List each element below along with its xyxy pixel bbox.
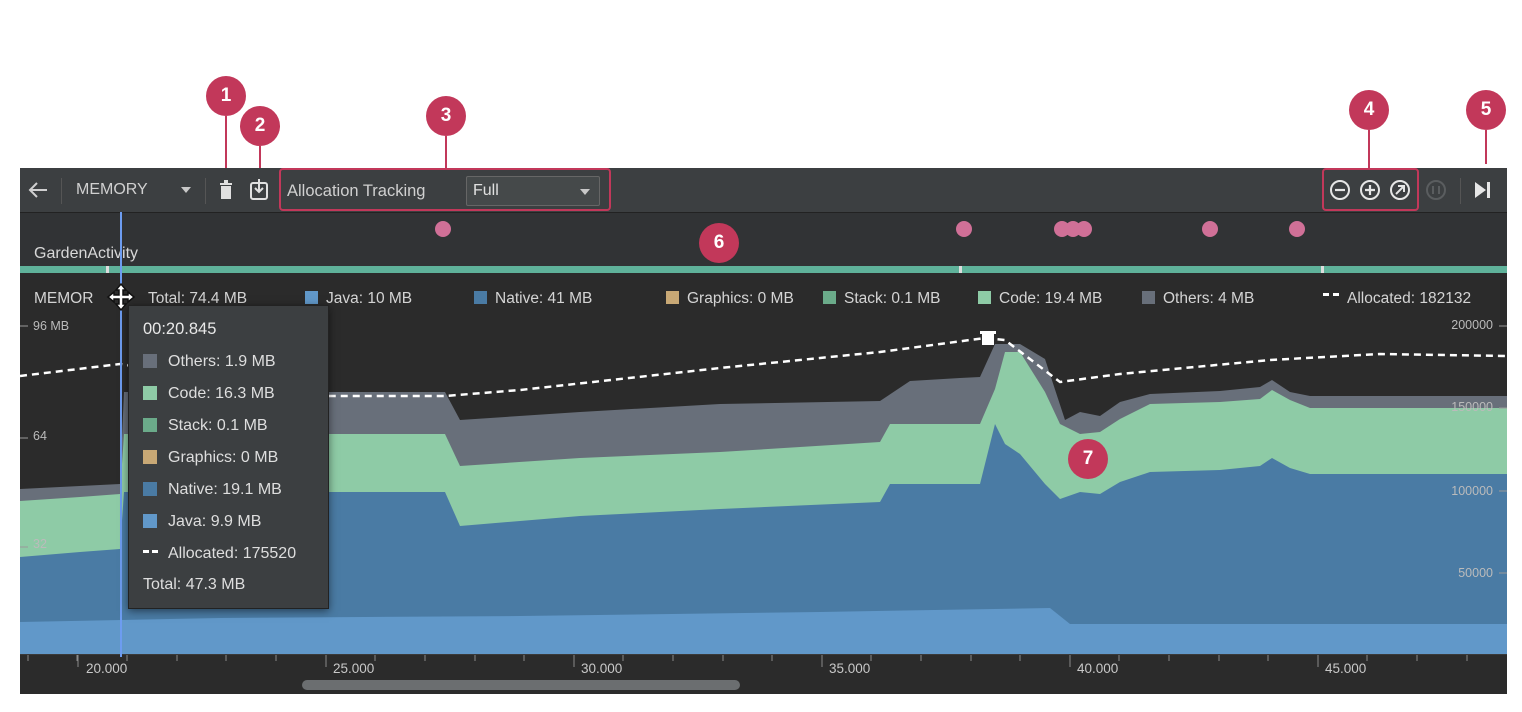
tooltip-java: Java: 9.9 MB bbox=[143, 513, 261, 531]
left-axis-label: 64 bbox=[33, 429, 47, 443]
toolbar-separator bbox=[1460, 178, 1461, 204]
time-tick-label: 35.000 bbox=[829, 661, 871, 676]
move-cursor-icon bbox=[106, 282, 136, 312]
event-dot[interactable] bbox=[956, 221, 972, 237]
legend-stack: Stack: 0.1 MB bbox=[823, 290, 940, 308]
lane-marker bbox=[959, 266, 962, 273]
tooltip-others: Others: 1.9 MB bbox=[143, 353, 276, 371]
chart-tooltip: 00:20.845 Others: 1.9 MB Code: 16.3 MB S… bbox=[128, 305, 329, 609]
activity-label: GardenActivity bbox=[34, 245, 139, 262]
callout-3: 3 bbox=[426, 96, 466, 136]
allocation-tracking-highlight bbox=[279, 168, 611, 211]
horizontal-scrollbar[interactable] bbox=[302, 680, 740, 690]
lane-marker bbox=[106, 266, 109, 273]
trash-icon[interactable] bbox=[219, 180, 233, 200]
callout-5: 5 bbox=[1466, 90, 1506, 130]
time-tick-label: 20.000 bbox=[86, 661, 128, 676]
lane-marker bbox=[1321, 266, 1324, 273]
tooltip-total: Total: 47.3 MB bbox=[143, 576, 246, 593]
native-area bbox=[20, 424, 1507, 654]
callout-2-line bbox=[259, 146, 261, 178]
time-axis bbox=[20, 654, 1507, 694]
reset-zoom-icon[interactable] bbox=[1389, 179, 1411, 201]
chevron-down-icon bbox=[580, 189, 590, 195]
activity-lane[interactable] bbox=[20, 266, 1507, 273]
tooltip-stack: Stack: 0.1 MB bbox=[143, 417, 268, 435]
time-tick-label: 25.000 bbox=[333, 661, 375, 676]
zoom-controls-highlight bbox=[1322, 168, 1419, 211]
pause-icon bbox=[1426, 180, 1446, 200]
profiler-dropdown-label[interactable]: MEMORY bbox=[76, 181, 148, 198]
profiler-toolbar: MEMORY Allocation Tracking Full bbox=[20, 168, 1507, 213]
right-axis-label: 100000 bbox=[1451, 484, 1493, 498]
arrow-left-icon[interactable] bbox=[27, 180, 49, 200]
event-dot[interactable] bbox=[1076, 221, 1092, 237]
legend-graphics: Graphics: 0 MB bbox=[666, 290, 794, 308]
jump-to-live-icon[interactable] bbox=[1473, 181, 1493, 199]
tooltip-time: 00:20.845 bbox=[143, 320, 217, 338]
callout-4-line bbox=[1368, 130, 1370, 169]
allocation-tracking-label: Allocation Tracking bbox=[287, 182, 426, 200]
allocated-line bbox=[20, 336, 1507, 398]
zoom-in-icon[interactable] bbox=[1359, 179, 1381, 201]
callout-6: 6 bbox=[699, 223, 739, 263]
legend-title: MEMOR bbox=[34, 290, 94, 307]
callout-7: 7 bbox=[1068, 439, 1108, 479]
chevron-down-icon[interactable] bbox=[180, 186, 192, 194]
legend-total: Total: 74.4 MB bbox=[148, 290, 248, 307]
java-base bbox=[20, 624, 1507, 654]
zoom-out-icon[interactable] bbox=[1329, 179, 1351, 201]
allocation-tracking-select[interactable]: Full bbox=[466, 176, 600, 206]
left-axis-label: 96 MB bbox=[33, 319, 70, 333]
heap-dump-icon[interactable] bbox=[249, 179, 269, 201]
tooltip-graphics: Graphics: 0 MB bbox=[143, 449, 278, 467]
right-axis-label: 200000 bbox=[1451, 318, 1493, 332]
memory-chart[interactable] bbox=[20, 304, 1507, 654]
callout-5-line bbox=[1485, 130, 1487, 164]
legend-java: Java: 10 MB bbox=[305, 290, 412, 308]
legend-allocated: Allocated: 182132 bbox=[1323, 290, 1471, 308]
tooltip-code: Code: 16.3 MB bbox=[143, 385, 275, 403]
legend-code: Code: 19.4 MB bbox=[978, 290, 1102, 308]
right-axis-label: 50000 bbox=[1458, 566, 1493, 580]
callout-1: 1 bbox=[206, 76, 246, 116]
time-tick-label: 30.000 bbox=[581, 661, 623, 676]
callout-1-line bbox=[225, 116, 227, 178]
event-dot[interactable] bbox=[435, 221, 451, 237]
toolbar-separator bbox=[61, 178, 62, 204]
time-tick-label: 45.000 bbox=[1325, 661, 1367, 676]
time-cursor-line bbox=[120, 212, 122, 657]
toolbar-separator bbox=[205, 178, 206, 204]
legend-others: Others: 4 MB bbox=[1142, 290, 1254, 308]
gc-event-marker[interactable] bbox=[980, 331, 996, 345]
allocation-tracking-value: Full bbox=[473, 182, 499, 199]
event-dot[interactable] bbox=[1202, 221, 1218, 237]
callout-4: 4 bbox=[1349, 90, 1389, 130]
right-axis-label: 150000 bbox=[1451, 400, 1493, 414]
time-tick-label: 40.000 bbox=[1077, 661, 1119, 676]
callout-2: 2 bbox=[240, 106, 280, 146]
tooltip-allocated: Allocated: 175520 bbox=[143, 545, 296, 563]
tooltip-native: Native: 19.1 MB bbox=[143, 481, 282, 499]
callout-3-line bbox=[445, 136, 447, 169]
events-timeline: 6 GardenActivity bbox=[20, 213, 1507, 267]
event-dot[interactable] bbox=[1289, 221, 1305, 237]
legend-native: Native: 41 MB bbox=[474, 290, 592, 308]
left-axis-label: 32 bbox=[33, 537, 47, 551]
